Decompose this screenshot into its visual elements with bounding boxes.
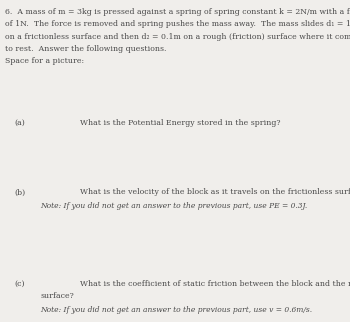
Text: What is the Potential Energy stored in the spring?: What is the Potential Energy stored in t…	[80, 119, 281, 127]
Text: to rest.  Answer the following questions.: to rest. Answer the following questions.	[5, 45, 167, 53]
Text: What is the velocity of the block as it travels on the frictionless surface?: What is the velocity of the block as it …	[80, 188, 350, 196]
Text: Note: If you did not get an answer to the previous part, use PE = 0.3J.: Note: If you did not get an answer to th…	[40, 203, 308, 211]
Text: Note: If you did not get an answer to the previous part, use v = 0.6m/s.: Note: If you did not get an answer to th…	[40, 307, 312, 315]
Text: 6.  A mass of m = 3kg is pressed against a spring of spring constant k = 2N/m wi: 6. A mass of m = 3kg is pressed against …	[5, 8, 350, 16]
Text: (b): (b)	[14, 188, 25, 196]
Text: (c): (c)	[14, 280, 24, 288]
Text: What is the coefficient of static friction between the block and the rough: What is the coefficient of static fricti…	[80, 280, 350, 288]
Text: surface?: surface?	[40, 292, 74, 300]
Text: Space for a picture:: Space for a picture:	[5, 57, 84, 65]
Text: on a frictionless surface and then d₂ = 0.1m on a rough (friction) surface where: on a frictionless surface and then d₂ = …	[5, 33, 350, 41]
Text: of 1N.  The force is removed and spring pushes the mass away.  The mass slides d: of 1N. The force is removed and spring p…	[5, 20, 350, 28]
Text: (a): (a)	[14, 119, 25, 127]
